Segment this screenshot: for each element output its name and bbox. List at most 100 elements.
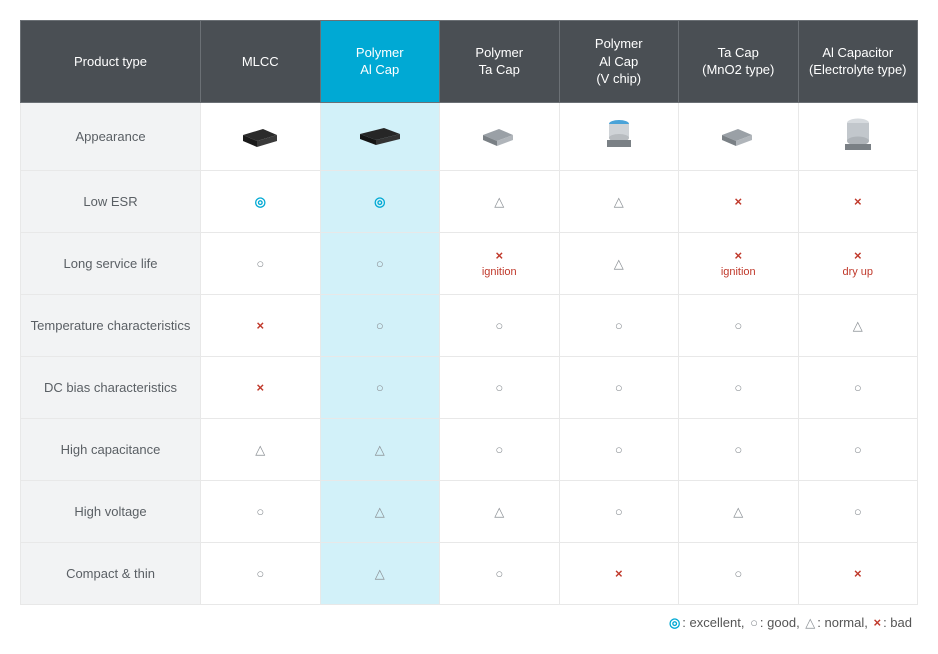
row-label: DC bias characteristics: [21, 356, 201, 418]
legend-good-icon: ○: [750, 616, 758, 629]
legend-text: : bad: [883, 615, 912, 630]
cell: ○: [798, 480, 918, 542]
header-ta-cap: Ta Cap(MnO2 type): [679, 21, 799, 103]
cell: ×: [798, 170, 918, 232]
row-label: High voltage: [21, 480, 201, 542]
cell: ○: [320, 232, 440, 294]
bad-icon: ×: [734, 249, 742, 262]
cell: △: [559, 232, 679, 294]
header-polymer-al-cap-vchip: PolymerAl Cap(V chip): [559, 21, 679, 103]
cell-note: dry up: [805, 266, 912, 278]
cell: ○: [679, 356, 799, 418]
good-icon: ○: [256, 567, 264, 580]
cell-appearance: [679, 102, 799, 170]
cell: △: [440, 480, 560, 542]
cell: △: [559, 170, 679, 232]
legend-excellent-icon: ◎: [669, 616, 680, 629]
normal-icon: △: [255, 443, 265, 456]
good-icon: ○: [734, 443, 742, 456]
table-row: Appearance: [21, 102, 918, 170]
bad-icon: ×: [854, 195, 862, 208]
table-row: Compact & thin○△○×○×: [21, 542, 918, 604]
header-al-capacitor: Al Capacitor(Electrolyte type): [798, 21, 918, 103]
good-icon: ○: [615, 505, 623, 518]
legend-text: : normal,: [817, 615, 871, 630]
cell: ○: [559, 418, 679, 480]
cell: ◎: [201, 170, 321, 232]
cell: ○: [559, 356, 679, 418]
good-icon: ○: [495, 443, 503, 456]
cell: × ignition: [440, 232, 560, 294]
cell: △: [201, 418, 321, 480]
good-icon: ○: [495, 567, 503, 580]
cell: × dry up: [798, 232, 918, 294]
cell: ○: [679, 294, 799, 356]
good-icon: ○: [854, 505, 862, 518]
good-icon: ○: [734, 567, 742, 580]
good-icon: ○: [615, 319, 623, 332]
cell: ○: [320, 294, 440, 356]
legend-text: : good,: [760, 615, 803, 630]
good-icon: ○: [256, 505, 264, 518]
row-label: High capacitance: [21, 418, 201, 480]
cell-appearance: [798, 102, 918, 170]
excellent-icon: ◎: [374, 195, 385, 208]
table-row: DC bias characteristics×○○○○○: [21, 356, 918, 418]
row-label: Temperature characteristics: [21, 294, 201, 356]
header-polymer-al-cap: PolymerAl Cap: [320, 21, 440, 103]
bad-icon: ×: [854, 567, 862, 580]
good-icon: ○: [854, 381, 862, 394]
cell: ○: [798, 356, 918, 418]
normal-icon: △: [614, 195, 624, 208]
cell-appearance: [440, 102, 560, 170]
normal-icon: △: [494, 505, 504, 518]
bad-icon: ×: [256, 381, 264, 394]
cell: ○: [798, 418, 918, 480]
cell: ○: [440, 542, 560, 604]
normal-icon: △: [375, 443, 385, 456]
cell: ◎: [320, 170, 440, 232]
cell: ×: [201, 356, 321, 418]
normal-icon: △: [375, 505, 385, 518]
mlcc-icon: [239, 121, 281, 152]
cell: △: [798, 294, 918, 356]
legend-text: : excellent,: [682, 615, 748, 630]
legend: ◎: excellent, ○: good, △: normal, ×: bad: [20, 605, 918, 634]
normal-icon: △: [494, 195, 504, 208]
cell: △: [320, 542, 440, 604]
normal-icon: △: [733, 505, 743, 518]
normal-icon: △: [375, 567, 385, 580]
cell-appearance: [559, 102, 679, 170]
cell: ○: [559, 294, 679, 356]
header-mlcc: MLCC: [201, 21, 321, 103]
bad-icon: ×: [615, 567, 623, 580]
header-polymer-ta-cap: PolymerTa Cap: [440, 21, 560, 103]
normal-icon: △: [853, 319, 863, 332]
normal-icon: △: [614, 257, 624, 270]
cell-note: ignition: [685, 266, 792, 278]
bad-icon: ×: [495, 249, 503, 262]
cell: ×: [679, 170, 799, 232]
bad-icon: ×: [854, 249, 862, 262]
table-row: High voltage ○ △ △ ○ △ ○: [21, 480, 918, 542]
legend-normal-icon: △: [805, 616, 815, 629]
polymer-ta-icon: [479, 121, 519, 152]
cell: ○: [679, 542, 799, 604]
cell-note: ignition: [446, 266, 553, 278]
cell: ○: [201, 542, 321, 604]
bad-icon: ×: [734, 195, 742, 208]
cell: △: [440, 170, 560, 232]
table-row: Long service life○○×ignition△×ignition×d…: [21, 232, 918, 294]
cell: × ignition: [679, 232, 799, 294]
cell: ○: [440, 294, 560, 356]
table-row: Temperature characteristics×○○○○△: [21, 294, 918, 356]
good-icon: ○: [734, 381, 742, 394]
cell: ○: [320, 356, 440, 418]
polymer-al-vchip-icon: [603, 118, 635, 155]
good-icon: ○: [495, 319, 503, 332]
header-product-type: Product type: [21, 21, 201, 103]
cell: ×: [559, 542, 679, 604]
cell-appearance: [201, 102, 321, 170]
cell: ○: [201, 480, 321, 542]
table-row: High capacitance △ △ ○ ○ ○ ○: [21, 418, 918, 480]
